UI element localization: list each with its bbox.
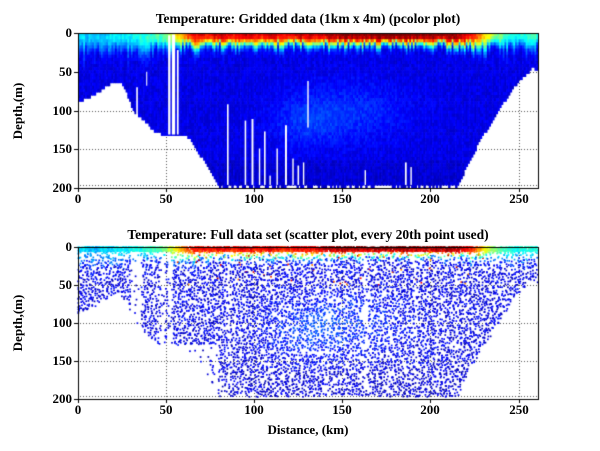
pcolor-plot-title: Temperature: Gridded data (1km x 4m) (pc…: [155, 11, 461, 26]
y-tick-label-plot2: 50: [59, 277, 72, 292]
x-tick-label-plot2: 100: [244, 402, 264, 417]
y-tick-label-plot2: 0: [65, 239, 73, 254]
x-tick-label-plot1: 250: [509, 191, 529, 206]
x-tick-label-plot2: 0: [74, 402, 82, 417]
y-tick-label-plot1: 50: [59, 64, 72, 79]
x-tick-label-plot1: 100: [244, 191, 264, 206]
y-tick-label-plot1: 200: [52, 180, 73, 195]
y-tick-label-plot1: 100: [52, 103, 73, 118]
y-tick-label-plot1: 150: [52, 141, 73, 156]
x-tick-label-plot1: 50: [159, 191, 173, 206]
y-tick-label-plot2: 100: [52, 315, 73, 330]
y-tick-label-plot1: 0: [65, 25, 73, 40]
scatter-y-axis-label-text: Depth,(m): [10, 294, 25, 352]
y-tick-label-plot2: 200: [52, 391, 73, 406]
x-axis-label: Distance, (km): [267, 422, 349, 437]
x-tick-label-plot2: 250: [509, 402, 529, 417]
x-tick-label-plot2: 150: [332, 402, 352, 417]
x-tick-label-plot1: 200: [420, 191, 440, 206]
y-tick-label-plot2: 150: [52, 353, 73, 368]
x-tick-label-plot2: 50: [159, 402, 173, 417]
x-tick-label-plot1: 0: [74, 191, 82, 206]
x-tick-label-plot1: 150: [332, 191, 352, 206]
x-tick-label-plot2: 200: [420, 402, 440, 417]
pcolor-y-axis-label-text: Depth,(m): [10, 82, 25, 140]
scatter-plot-title: Temperature: Full data set (scatter plot…: [127, 227, 489, 242]
